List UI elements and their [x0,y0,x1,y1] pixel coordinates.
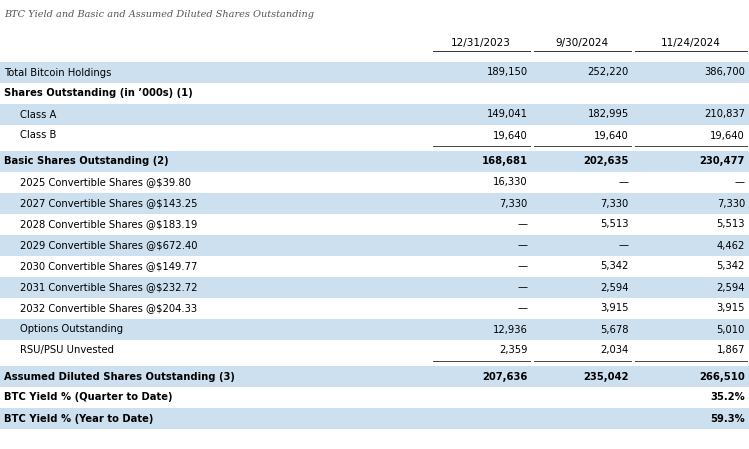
Bar [0,298,749,319]
Text: 2028 Convertible Shares @$183.19: 2028 Convertible Shares @$183.19 [20,220,198,229]
Text: 2029 Convertible Shares @$672.40: 2029 Convertible Shares @$672.40 [20,241,198,251]
Bar [0,256,749,277]
Bar [0,366,749,387]
Text: 5,342: 5,342 [717,261,745,272]
Text: Total Bitcoin Holdings: Total Bitcoin Holdings [4,67,112,78]
Text: —: — [619,241,629,251]
Text: Options Outstanding: Options Outstanding [20,325,123,335]
Text: 2,594: 2,594 [601,282,629,292]
Text: 149,041: 149,041 [487,110,528,119]
Text: 2,034: 2,034 [601,345,629,356]
Text: 19,640: 19,640 [594,131,629,141]
Text: BTC Yield and Basic and Assumed Diluted Shares Outstanding: BTC Yield and Basic and Assumed Diluted … [4,10,314,19]
Bar [0,151,749,172]
Text: 3,915: 3,915 [717,304,745,313]
Text: 5,342: 5,342 [601,261,629,272]
Text: 168,681: 168,681 [482,157,528,167]
Text: 189,150: 189,150 [487,67,528,78]
Text: 59.3%: 59.3% [710,414,745,423]
Text: 12/31/2023: 12/31/2023 [452,38,511,48]
Text: 266,510: 266,510 [700,371,745,382]
Text: 19,640: 19,640 [493,131,528,141]
Bar [0,340,749,361]
Text: 5,513: 5,513 [717,220,745,229]
Text: 2031 Convertible Shares @$232.72: 2031 Convertible Shares @$232.72 [20,282,198,292]
Bar [0,361,749,366]
Text: 7,330: 7,330 [717,198,745,208]
Bar [0,277,749,298]
Text: 207,636: 207,636 [482,371,528,382]
Bar [0,104,749,125]
Text: 2025 Convertible Shares @$39.80: 2025 Convertible Shares @$39.80 [20,177,191,188]
Text: —: — [518,304,528,313]
Bar [0,408,749,429]
Text: Basic Shares Outstanding (2): Basic Shares Outstanding (2) [4,157,169,167]
Text: Class B: Class B [20,131,56,141]
Text: RSU/PSU Unvested: RSU/PSU Unvested [20,345,114,356]
Text: 386,700: 386,700 [704,67,745,78]
Text: 12,936: 12,936 [493,325,528,335]
Bar [0,319,749,340]
Text: 2,594: 2,594 [717,282,745,292]
Text: BTC Yield % (Year to Date): BTC Yield % (Year to Date) [4,414,154,423]
Bar [0,235,749,256]
Text: 3,915: 3,915 [601,304,629,313]
Text: 19,640: 19,640 [710,131,745,141]
Text: 210,837: 210,837 [704,110,745,119]
Text: —: — [735,177,745,188]
Text: 182,995: 182,995 [588,110,629,119]
Text: 5,513: 5,513 [601,220,629,229]
Text: Assumed Diluted Shares Outstanding (3): Assumed Diluted Shares Outstanding (3) [4,371,235,382]
Text: 5,010: 5,010 [717,325,745,335]
Text: 230,477: 230,477 [700,157,745,167]
Text: 9/30/2024: 9/30/2024 [556,38,609,48]
Text: 1,867: 1,867 [717,345,745,356]
Text: 7,330: 7,330 [601,198,629,208]
Text: —: — [518,282,528,292]
Bar [0,83,749,104]
Text: Shares Outstanding (in ’000s) (1): Shares Outstanding (in ’000s) (1) [4,88,192,98]
Text: 7,330: 7,330 [500,198,528,208]
Text: 252,220: 252,220 [588,67,629,78]
Text: —: — [619,177,629,188]
Text: 2030 Convertible Shares @$149.77: 2030 Convertible Shares @$149.77 [20,261,198,272]
Text: 202,635: 202,635 [583,157,629,167]
Text: 4,462: 4,462 [717,241,745,251]
Bar [0,125,749,146]
Text: Class A: Class A [20,110,56,119]
Bar [0,146,749,151]
Bar [0,214,749,235]
Text: 5,678: 5,678 [601,325,629,335]
Text: 2032 Convertible Shares @$204.33: 2032 Convertible Shares @$204.33 [20,304,197,313]
Text: 11/24/2024: 11/24/2024 [661,38,721,48]
Bar [0,172,749,193]
Text: 35.2%: 35.2% [710,392,745,402]
Bar [0,193,749,214]
Text: 16,330: 16,330 [493,177,528,188]
Text: 2,359: 2,359 [500,345,528,356]
Text: BTC Yield % (Quarter to Date): BTC Yield % (Quarter to Date) [4,392,172,402]
Bar [0,387,749,408]
Text: —: — [518,261,528,272]
Text: —: — [518,241,528,251]
Text: 2027 Convertible Shares @$143.25: 2027 Convertible Shares @$143.25 [20,198,198,208]
Bar [0,62,749,83]
Text: 235,042: 235,042 [583,371,629,382]
Text: —: — [518,220,528,229]
